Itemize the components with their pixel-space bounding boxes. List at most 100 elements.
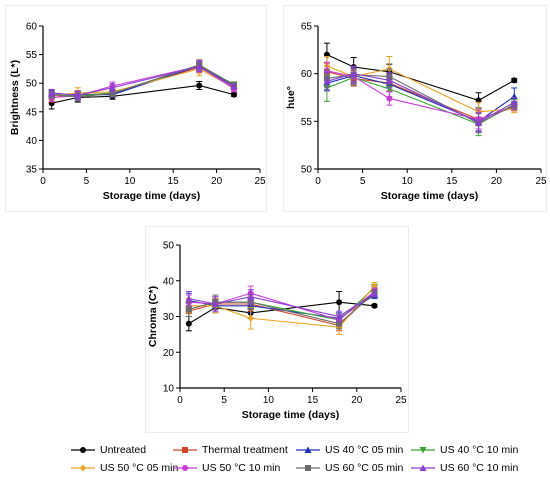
series-us-60-c-05-min xyxy=(185,289,378,330)
data-point xyxy=(386,95,393,102)
chart-legend: Untreated Thermal treatment US 40 °C 05 … xyxy=(70,440,530,478)
x-tick-label: 20 xyxy=(491,176,503,187)
legend-label: US 40 °C 05 min xyxy=(325,444,404,456)
x-tick-label: 10 xyxy=(124,176,136,187)
legend-marker-us-60-10 xyxy=(411,464,435,471)
x-axis-title: Storage time (days) xyxy=(103,190,200,202)
x-tick-label: 25 xyxy=(254,176,266,187)
legend-item: US 50 °C 05 min xyxy=(70,460,178,476)
y-tick-label: 20 xyxy=(163,348,175,359)
data-point xyxy=(350,70,358,77)
brightness-chart: 35 40 45 50 55 60 0 5 10 15 20 25 Storage time (days… xyxy=(9,22,266,203)
data-point xyxy=(336,299,343,306)
y-tick-label: 60 xyxy=(301,69,313,80)
data-point xyxy=(230,91,237,98)
data-point xyxy=(247,314,254,322)
y-axis-title: Chroma (C*) xyxy=(147,286,159,347)
x-tick-label: 15 xyxy=(446,176,458,187)
legend-label: US 50 °C 10 min xyxy=(202,462,281,474)
x-tick-label: 0 xyxy=(40,176,46,187)
legend-marker xyxy=(182,447,188,453)
data-point xyxy=(370,289,378,297)
data-point xyxy=(108,84,116,91)
x-tick-label: 0 xyxy=(177,395,183,406)
data-point xyxy=(196,82,203,89)
series-us-60-c-10-min xyxy=(323,65,518,133)
data-point xyxy=(336,320,343,327)
y-tick-label: 60 xyxy=(26,22,38,33)
y-tick-label: 45 xyxy=(26,107,38,118)
hue-chart: 50 55 60 65 0 5 10 15 20 25 Storage time (days) hue… xyxy=(285,22,546,203)
y-axis-title: hue° xyxy=(285,86,297,109)
legend-marker xyxy=(419,464,427,471)
data-point xyxy=(185,320,192,327)
data-point xyxy=(230,83,238,90)
legend-label: US 60 °C 05 min xyxy=(325,462,404,474)
legend-marker xyxy=(304,446,312,453)
x-tick-label: 5 xyxy=(84,176,90,187)
y-tick-label: 30 xyxy=(163,312,175,323)
data-point xyxy=(475,118,483,126)
legend-marker-us-40-10 xyxy=(411,447,435,454)
legend-item: Thermal treatment xyxy=(172,442,288,458)
x-tick-label: 10 xyxy=(263,395,275,406)
x-axis-title: Storage time (days) xyxy=(381,190,478,202)
data-point xyxy=(48,89,56,96)
legend-label: US 50 °C 05 min xyxy=(100,462,179,474)
y-tick-label: 50 xyxy=(163,241,175,252)
brightness-chart-panel: 35 40 45 50 55 60 0 5 10 15 20 25 Storage time (days… xyxy=(5,5,267,212)
legend-item: US 40 °C 05 min xyxy=(295,442,403,458)
legend-marker xyxy=(80,464,86,472)
legend-marker-us-40-05 xyxy=(296,446,320,453)
legend-marker xyxy=(419,447,427,454)
legend-label: US 40 °C 10 min xyxy=(440,444,519,456)
y-tick-label: 40 xyxy=(163,276,175,287)
legend-item: US 60 °C 10 min xyxy=(410,460,518,476)
x-tick-label: 15 xyxy=(168,176,180,187)
legend-label: Thermal treatment xyxy=(202,444,288,456)
data-point xyxy=(195,63,203,70)
data-point xyxy=(323,77,331,85)
series-us-60-c-10-min xyxy=(185,289,378,323)
legend-label: Untreated xyxy=(100,444,147,456)
legend-label: US 60 °C 10 min xyxy=(440,462,519,474)
legend-marker-us-60-05 xyxy=(296,465,320,471)
chroma-chart-panel: 10 20 30 40 50 0 5 10 15 20 25 Storage time (days) C… xyxy=(145,226,409,433)
legend-marker xyxy=(305,465,311,471)
y-tick-label: 50 xyxy=(26,79,38,90)
x-tick-label: 5 xyxy=(360,176,366,187)
y-tick-label: 55 xyxy=(26,50,38,61)
data-point xyxy=(74,91,82,99)
legend-item: US 40 °C 10 min xyxy=(410,442,518,458)
legend-marker-us-50-10 xyxy=(173,465,197,471)
legend-item: Untreated xyxy=(70,442,146,458)
data-point xyxy=(385,76,393,84)
legend-item: US 50 °C 10 min xyxy=(172,460,280,476)
data-point xyxy=(211,300,219,307)
data-point xyxy=(185,295,193,302)
x-tick-label: 25 xyxy=(535,176,546,187)
data-point xyxy=(510,98,518,106)
x-tick-label: 0 xyxy=(315,176,321,187)
hue-chart-panel: 50 55 60 65 0 5 10 15 20 25 Storage time (days) hue… xyxy=(283,5,547,212)
legend-marker-us-50-05 xyxy=(71,464,95,472)
y-tick-label: 50 xyxy=(301,165,313,176)
x-tick-label: 15 xyxy=(307,395,319,406)
data-point xyxy=(371,302,378,309)
legend-marker-thermal-treatment xyxy=(173,447,197,453)
x-tick-label: 10 xyxy=(402,176,414,187)
x-axis-title: Storage time (days) xyxy=(242,409,339,421)
y-tick-label: 40 xyxy=(26,136,38,147)
chroma-chart: 10 20 30 40 50 0 5 10 15 20 25 Storage time (days) C… xyxy=(147,241,407,422)
series-us-60-c-10-min xyxy=(48,60,238,100)
y-tick-label: 10 xyxy=(163,384,175,395)
legend-marker xyxy=(80,447,86,453)
y-axis-title: Brightness (L*) xyxy=(9,60,21,135)
x-tick-label: 25 xyxy=(395,395,407,406)
y-tick-label: 65 xyxy=(301,22,313,33)
x-tick-label: 5 xyxy=(221,395,227,406)
data-point xyxy=(185,306,192,313)
data-point xyxy=(109,90,116,97)
x-tick-label: 20 xyxy=(351,395,363,406)
y-tick-label: 35 xyxy=(26,165,38,176)
